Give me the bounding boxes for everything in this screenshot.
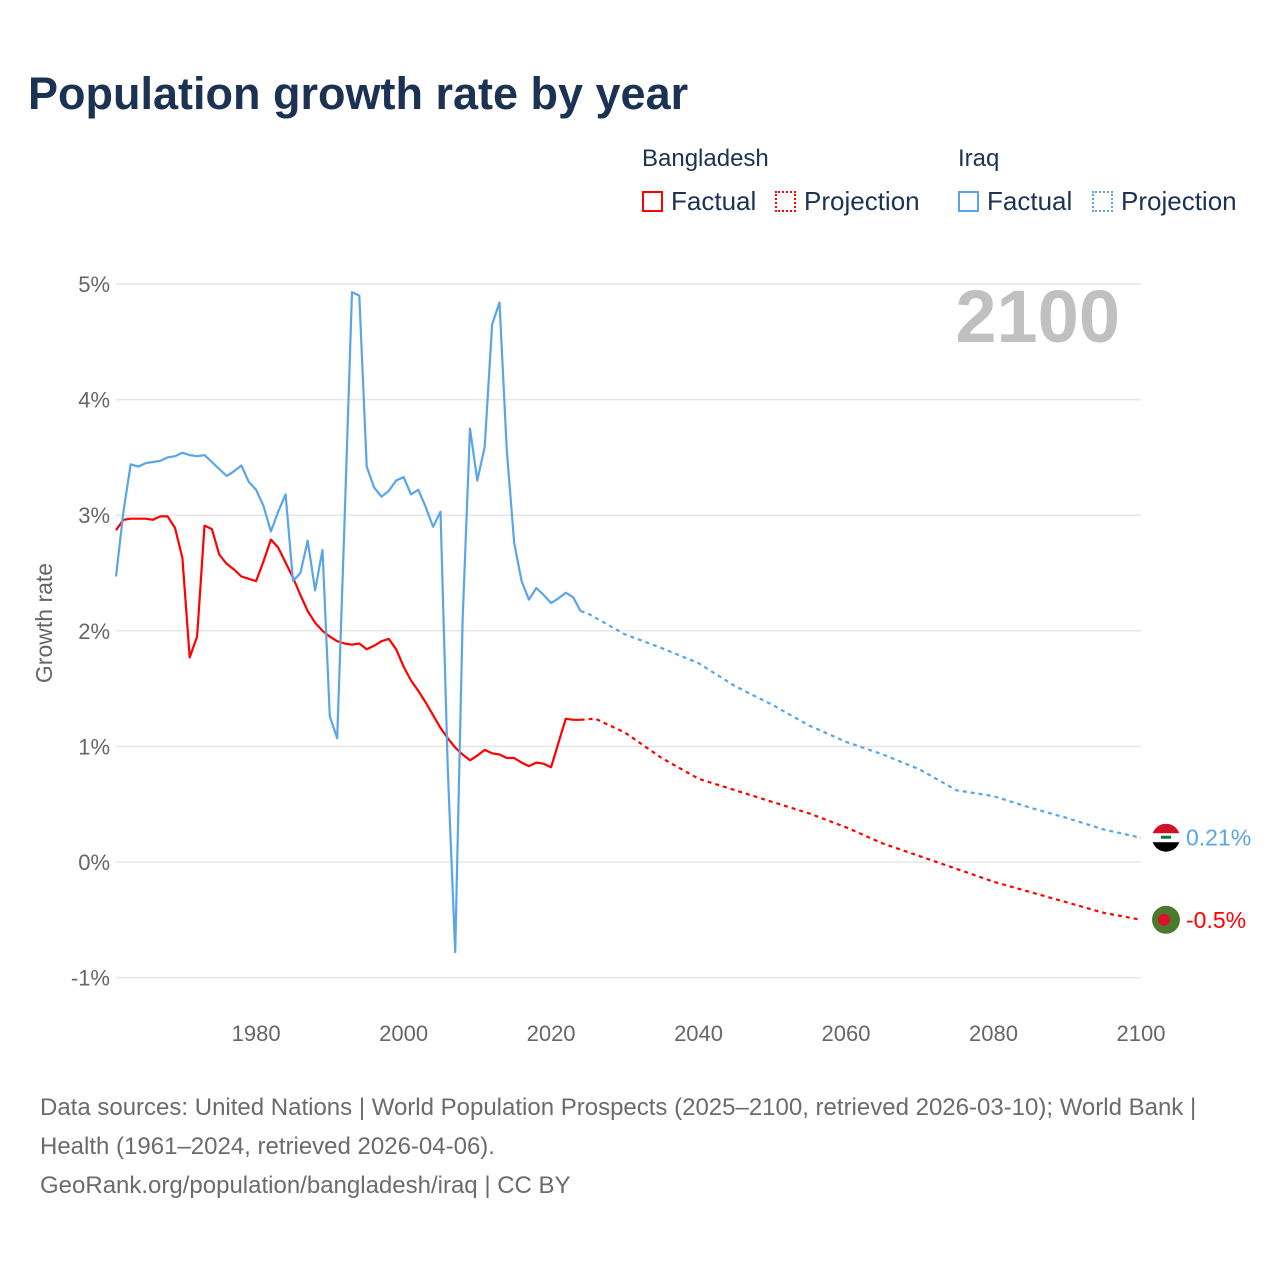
- iraq-factual-line: [114, 291, 582, 954]
- legend-label: Factual: [987, 186, 1073, 216]
- current-year-label: 2100: [955, 275, 1120, 358]
- legend-label: Factual: [671, 186, 757, 216]
- y-axis-label: Growth rate: [31, 563, 57, 683]
- legend-label: Projection: [804, 186, 920, 216]
- legend-bangladesh-factual[interactable]: Factual: [642, 186, 756, 217]
- iraq-end-value-label: 0.21%: [1186, 825, 1251, 851]
- x-tick-label: 2060: [822, 1021, 871, 1046]
- y-tick-label: 1%: [78, 734, 110, 759]
- bangladesh-end-value-label: -0.5%: [1186, 907, 1246, 933]
- legend-group-iraq: Iraq: [958, 145, 1000, 172]
- y-tick-label: -1%: [71, 966, 110, 991]
- y-tick-label: 2%: [78, 619, 110, 644]
- iraq-flag-icon: [1152, 823, 1180, 852]
- bangladesh-flag-icon: [1152, 905, 1180, 934]
- x-tick-label: 1980: [232, 1021, 281, 1046]
- y-tick-label: 3%: [78, 503, 110, 528]
- y-tick-label: 5%: [78, 272, 110, 297]
- legend-swatch-dotted: [1092, 191, 1113, 212]
- bangladesh-factual-line: [115, 515, 581, 769]
- y-tick-label: 0%: [78, 850, 110, 875]
- x-tick-label: 2080: [969, 1021, 1018, 1046]
- legend-group-bangladesh: Bangladesh: [642, 145, 769, 172]
- x-tick-label: 2000: [379, 1021, 428, 1046]
- bangladesh-projection-line: [580, 717, 1142, 921]
- page-title: Population growth rate by year: [28, 68, 689, 119]
- legend-label: Projection: [1121, 186, 1237, 216]
- x-tick-label: 2040: [674, 1021, 723, 1046]
- legend-bangladesh-projection[interactable]: Projection: [775, 186, 920, 217]
- legend-swatch-solid: [642, 191, 663, 212]
- footer: Data sources: United Nations | World Pop…: [40, 1088, 1240, 1205]
- legend-swatch-solid: [958, 191, 979, 212]
- y-tick-label: 4%: [78, 388, 110, 413]
- legend-swatch-dotted: [775, 191, 796, 212]
- x-tick-label: 2100: [1117, 1021, 1166, 1046]
- legend-iraq-factual[interactable]: Factual: [958, 186, 1072, 217]
- x-tick-label: 2020: [527, 1021, 576, 1046]
- data-sources: Data sources: United Nations | World Pop…: [40, 1094, 1197, 1160]
- legend-iraq-projection[interactable]: Projection: [1092, 186, 1237, 217]
- attribution-link[interactable]: GeoRank.org/population/bangladesh/iraq |…: [40, 1172, 571, 1199]
- iraq-projection-line: [580, 610, 1142, 839]
